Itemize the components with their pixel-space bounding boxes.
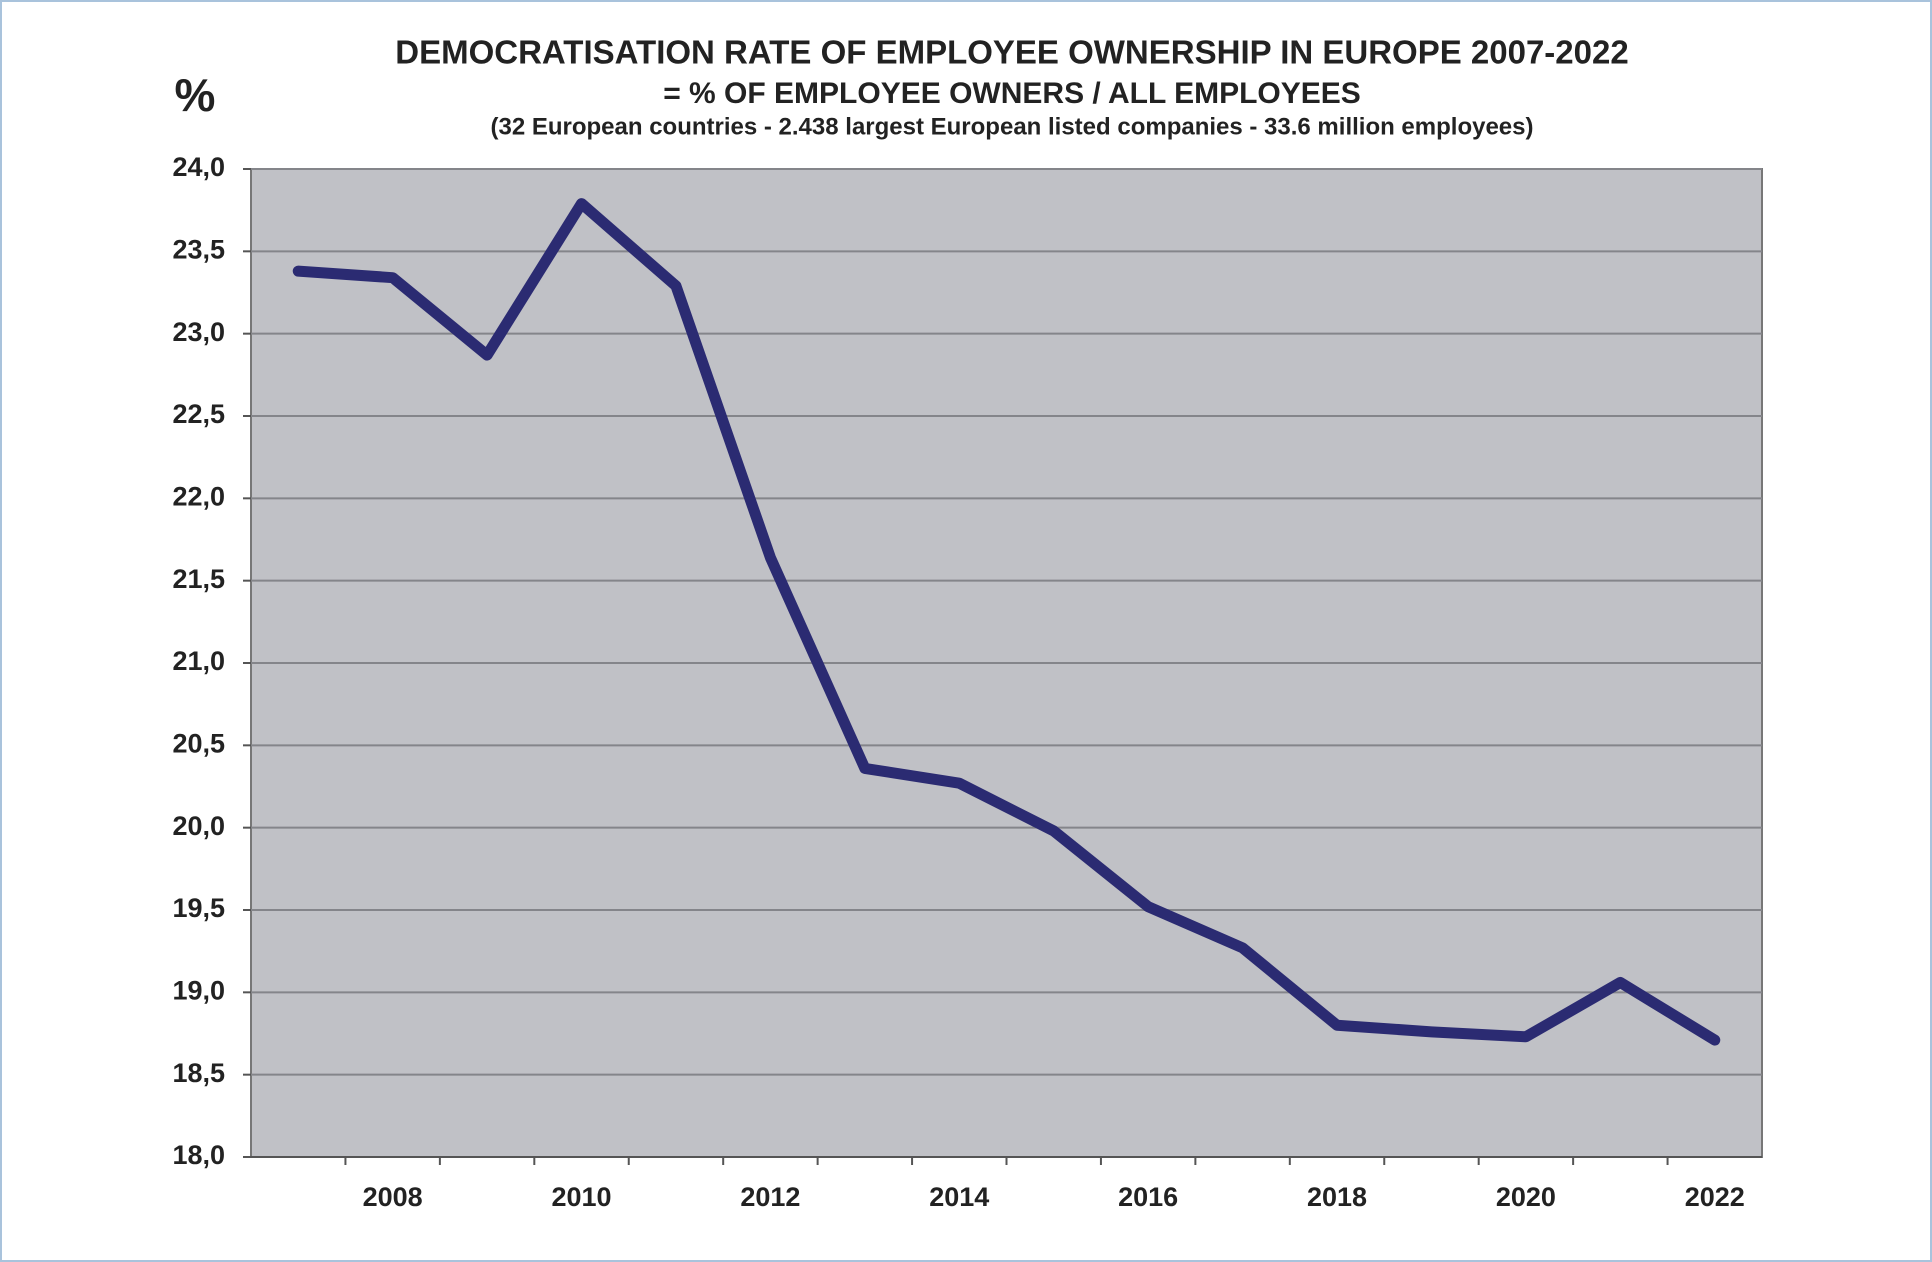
x-tick-label: 2008 (363, 1182, 423, 1212)
x-tick-label: 2020 (1496, 1182, 1556, 1212)
line-series (292, 198, 1721, 1046)
y-axis-label: % (175, 69, 216, 121)
x-tick-label: 2016 (1118, 1182, 1178, 1212)
y-tick-label: 19,5 (172, 893, 225, 923)
y-tick-label: 20,5 (172, 728, 225, 758)
x-tick-label: 2012 (740, 1182, 800, 1212)
chart-note: (32 European countries - 2.438 largest E… (490, 113, 1533, 140)
x-tick-label: 2022 (1685, 1182, 1745, 1212)
chart-subtitle: = % OF EMPLOYEE OWNERS / ALL EMPLOYEES (663, 77, 1361, 110)
chart-title: DEMOCRATISATION RATE OF EMPLOYEE OWNERSH… (395, 34, 1628, 71)
y-tick-label: 20,0 (172, 811, 225, 841)
y-tick-label: 18,5 (172, 1058, 225, 1088)
x-tick-label: 2018 (1307, 1182, 1367, 1212)
y-tick-label: 24,0 (172, 152, 225, 182)
x-tick-label: 2010 (551, 1182, 611, 1212)
y-tick-label: 23,5 (172, 234, 225, 264)
y-tick-label: 19,0 (172, 975, 225, 1005)
y-tick-label: 23,0 (172, 317, 225, 347)
y-tick-label: 22,5 (172, 399, 225, 429)
x-tick-label: 2014 (929, 1182, 989, 1212)
y-tick-label: 22,0 (172, 481, 225, 511)
y-tick-label: 21,0 (172, 646, 225, 676)
y-tick-label: 18,0 (172, 1140, 225, 1170)
y-tick-label: 21,5 (172, 564, 225, 594)
